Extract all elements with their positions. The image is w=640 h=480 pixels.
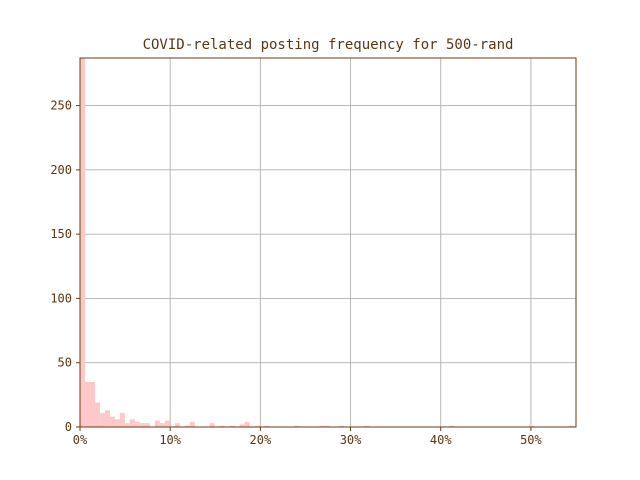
histogram-bar-26 bbox=[264, 425, 270, 427]
histogram-bar-17 bbox=[174, 423, 180, 427]
histogram-bar-22 bbox=[229, 425, 235, 427]
y-axis-ticks: 0 50 100 150 200 250 bbox=[50, 99, 80, 434]
histogram-bar-28 bbox=[319, 425, 325, 427]
histogram-bar-19 bbox=[189, 421, 195, 427]
histogram-bar-31 bbox=[364, 425, 370, 427]
plot-frame bbox=[79, 57, 577, 428]
histogram-bar-34 bbox=[568, 425, 574, 427]
histogram-bar-13 bbox=[144, 423, 150, 427]
x-tick-label-2: 20% bbox=[250, 433, 272, 447]
x-tick-label-5: 50% bbox=[520, 433, 542, 447]
y-tick-label-4: 200 bbox=[50, 163, 72, 177]
y-tick-label-2: 100 bbox=[50, 291, 72, 305]
x-tick-label-0: 0% bbox=[73, 433, 88, 447]
y-tick-label-0: 0 bbox=[65, 420, 72, 434]
histogram-bar-7 bbox=[114, 419, 120, 427]
histogram-bar-18 bbox=[184, 425, 190, 427]
y-tick-label-5: 250 bbox=[50, 99, 72, 113]
histogram-bar-15 bbox=[159, 423, 165, 427]
histogram-bar-8 bbox=[119, 412, 125, 427]
histogram-bar-2 bbox=[90, 382, 95, 427]
histogram-bar-14 bbox=[154, 420, 160, 427]
x-tick-label-3: 30% bbox=[340, 433, 362, 447]
histogram-bar-0 bbox=[80, 58, 85, 427]
histogram-bar-5 bbox=[104, 410, 110, 427]
histogram-bar-1 bbox=[84, 382, 90, 427]
histogram-bar-3 bbox=[94, 402, 100, 427]
histogram-bar-25 bbox=[254, 425, 260, 427]
histogram-bar-23 bbox=[239, 424, 245, 427]
histogram-bar-21 bbox=[219, 425, 225, 427]
histogram-bar-30 bbox=[339, 425, 345, 427]
histogram-bar-29 bbox=[324, 425, 330, 427]
x-tick-label-4: 40% bbox=[430, 433, 452, 447]
histogram-bar-32 bbox=[449, 425, 455, 427]
x-axis-ticks: 0% 10% 20% 30% 40% 50% bbox=[73, 427, 543, 447]
histogram-bar-9 bbox=[124, 423, 130, 427]
grid-lines bbox=[79, 58, 576, 428]
y-tick-label-3: 150 bbox=[50, 227, 72, 241]
histogram-bar-33 bbox=[528, 425, 534, 427]
histogram-bar-12 bbox=[139, 423, 145, 427]
histogram-bar-27 bbox=[294, 425, 300, 427]
histogram-bar-4 bbox=[99, 412, 105, 427]
histogram-bar-16 bbox=[164, 420, 170, 427]
histogram-bar-10 bbox=[129, 419, 135, 427]
chart-title: COVID-related posting frequency for 500-… bbox=[143, 37, 514, 53]
x-tick-label-1: 10% bbox=[159, 433, 181, 447]
histogram-bars bbox=[80, 58, 574, 427]
histogram-bar-6 bbox=[109, 416, 115, 427]
y-tick-label-1: 50 bbox=[58, 356, 72, 370]
histogram-bar-24 bbox=[244, 421, 250, 427]
histogram-bar-11 bbox=[134, 421, 140, 427]
histogram-bar-20 bbox=[209, 423, 215, 427]
